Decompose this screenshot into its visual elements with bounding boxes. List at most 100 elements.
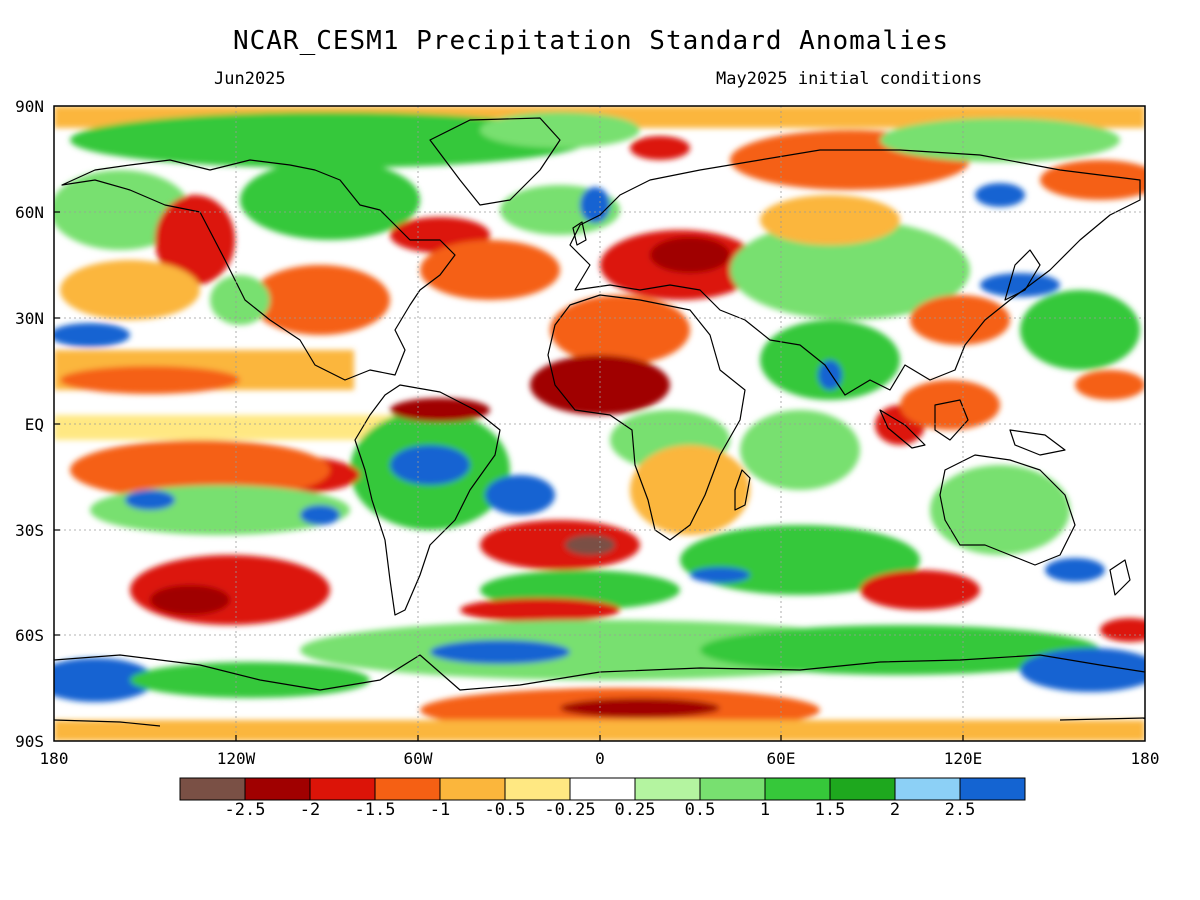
lon-label: 0: [595, 749, 605, 768]
colorbar-swatch: [829, 777, 896, 801]
coast-eurasia: [569, 149, 1141, 396]
patch-sahara-orange: [550, 295, 690, 365]
patch-spac-red: [130, 555, 330, 625]
patch-antarctic-red: [560, 698, 720, 718]
patch-spac-blue: [125, 490, 175, 510]
colorbar-swatch: [894, 777, 961, 801]
patch-arctic-green: [70, 112, 590, 168]
axis-ticks: [54, 211, 964, 741]
patch-satl-brown: [565, 535, 615, 555]
init-conditions-label: May2025 initial conditions: [716, 69, 983, 89]
colorbar-label: -0.5: [484, 800, 526, 820]
valid-month-label: Jun2025: [214, 69, 286, 89]
patch-aus-green: [930, 465, 1070, 555]
colorbar-label: 0.5: [684, 800, 716, 820]
gridlines: [54, 106, 1145, 741]
colorbar-label: 1.5: [814, 800, 846, 820]
coast-africa: [547, 294, 746, 541]
band-antarctic-orange: [54, 720, 1145, 741]
patch-arctic-red: [630, 136, 690, 160]
colorbar-swatch: [179, 777, 246, 801]
anomaly-field: [54, 106, 1145, 741]
patch-scand-blue: [580, 187, 610, 223]
coast-australia: [939, 454, 1076, 566]
patch-indo-orange: [900, 380, 1000, 430]
patch-antarctic-blue: [1020, 648, 1145, 692]
patch-asia-orange: [760, 195, 900, 245]
patch-wpac-orange: [1075, 370, 1145, 400]
lon-label: 60E: [766, 749, 796, 768]
colorbar-swatch: [309, 777, 376, 801]
patch-venezuela-red: [390, 398, 490, 422]
colorbar-label: -1.5: [354, 800, 396, 820]
patch-antarctic-blue: [54, 658, 155, 702]
colorbar-swatch: [699, 777, 766, 801]
colorbar-label: -2: [299, 800, 321, 820]
patch-brazil-blue: [485, 475, 555, 515]
coast-sumatra: [879, 409, 926, 449]
lon-label: 120W: [216, 749, 256, 768]
colorbar-label: 1: [759, 800, 771, 820]
lat-label: 60N: [15, 203, 44, 222]
patch-io-green: [740, 410, 860, 490]
patch-arctic-orange: [1040, 160, 1145, 200]
colorbar-swatch: [569, 777, 636, 801]
colorbar-swatch: [439, 777, 506, 801]
patch-amazon-blue: [390, 445, 470, 485]
patch-sahel-red: [530, 355, 670, 415]
patch-arctic-green: [880, 118, 1120, 162]
colorbar-label: -1: [429, 800, 451, 820]
lat-label: 90S: [15, 732, 44, 751]
patch-aus-blue: [1045, 558, 1105, 582]
patch-so-red: [460, 598, 620, 622]
patch-natl-orange: [420, 240, 560, 300]
patch-arctic-green: [480, 112, 640, 148]
colorbar-swatch: [244, 777, 311, 801]
patch-europe-dark: [650, 237, 730, 273]
colorbar-label: 2.5: [944, 800, 976, 820]
coast-antarctica-shelf: [54, 719, 161, 727]
coast-uk: [572, 221, 587, 246]
patch-siberia-blue: [975, 183, 1025, 207]
patch-satl-red: [480, 520, 640, 570]
patch-safrica-orange: [630, 445, 750, 535]
patch-alaska-red: [155, 195, 235, 285]
patch-sio-red: [860, 570, 980, 610]
patch-so-blue: [430, 640, 570, 664]
lat-label: 30S: [15, 521, 44, 540]
coast-japan: [1004, 249, 1041, 301]
patch-npac-orange: [60, 260, 200, 320]
lon-label: 120E: [943, 749, 983, 768]
patch-antarctic-green: [130, 662, 370, 698]
coast-antarctica-shelf: [1059, 717, 1145, 721]
coast-borneo: [934, 399, 969, 441]
patch-spac-blue: [300, 505, 340, 525]
colorbar-label: -0.25: [544, 800, 596, 820]
coastlines: [54, 117, 1145, 727]
patch-usa-green: [210, 275, 270, 325]
coast-antarctica: [54, 654, 1145, 691]
patch-epac-red: [60, 366, 240, 394]
coast-new-zealand: [1109, 559, 1131, 596]
patch-spac-dark: [150, 585, 230, 615]
colorbar-swatch: [959, 777, 1026, 801]
patch-npac-green: [54, 170, 190, 250]
lon-label: 180: [39, 749, 69, 768]
lon-label: 60W: [403, 749, 433, 768]
band-equator-yellow: [54, 415, 404, 440]
lat-label: 90N: [15, 97, 44, 116]
coast-new-guinea: [1009, 429, 1066, 456]
patch-china-red: [910, 295, 1010, 345]
patch-canada-green: [240, 160, 420, 240]
colorbar-label: -2.5: [224, 800, 266, 820]
coast-south-america: [354, 384, 501, 616]
colorbar: [179, 777, 1026, 801]
patch-asia-green: [730, 220, 970, 320]
colorbar-swatch: [764, 777, 831, 801]
lon-label: 180: [1130, 749, 1160, 768]
lat-label: 30N: [15, 309, 44, 328]
patch-wpac-green: [1020, 290, 1140, 370]
patch-so-red: [1100, 618, 1145, 642]
colorbar-swatch: [504, 777, 571, 801]
